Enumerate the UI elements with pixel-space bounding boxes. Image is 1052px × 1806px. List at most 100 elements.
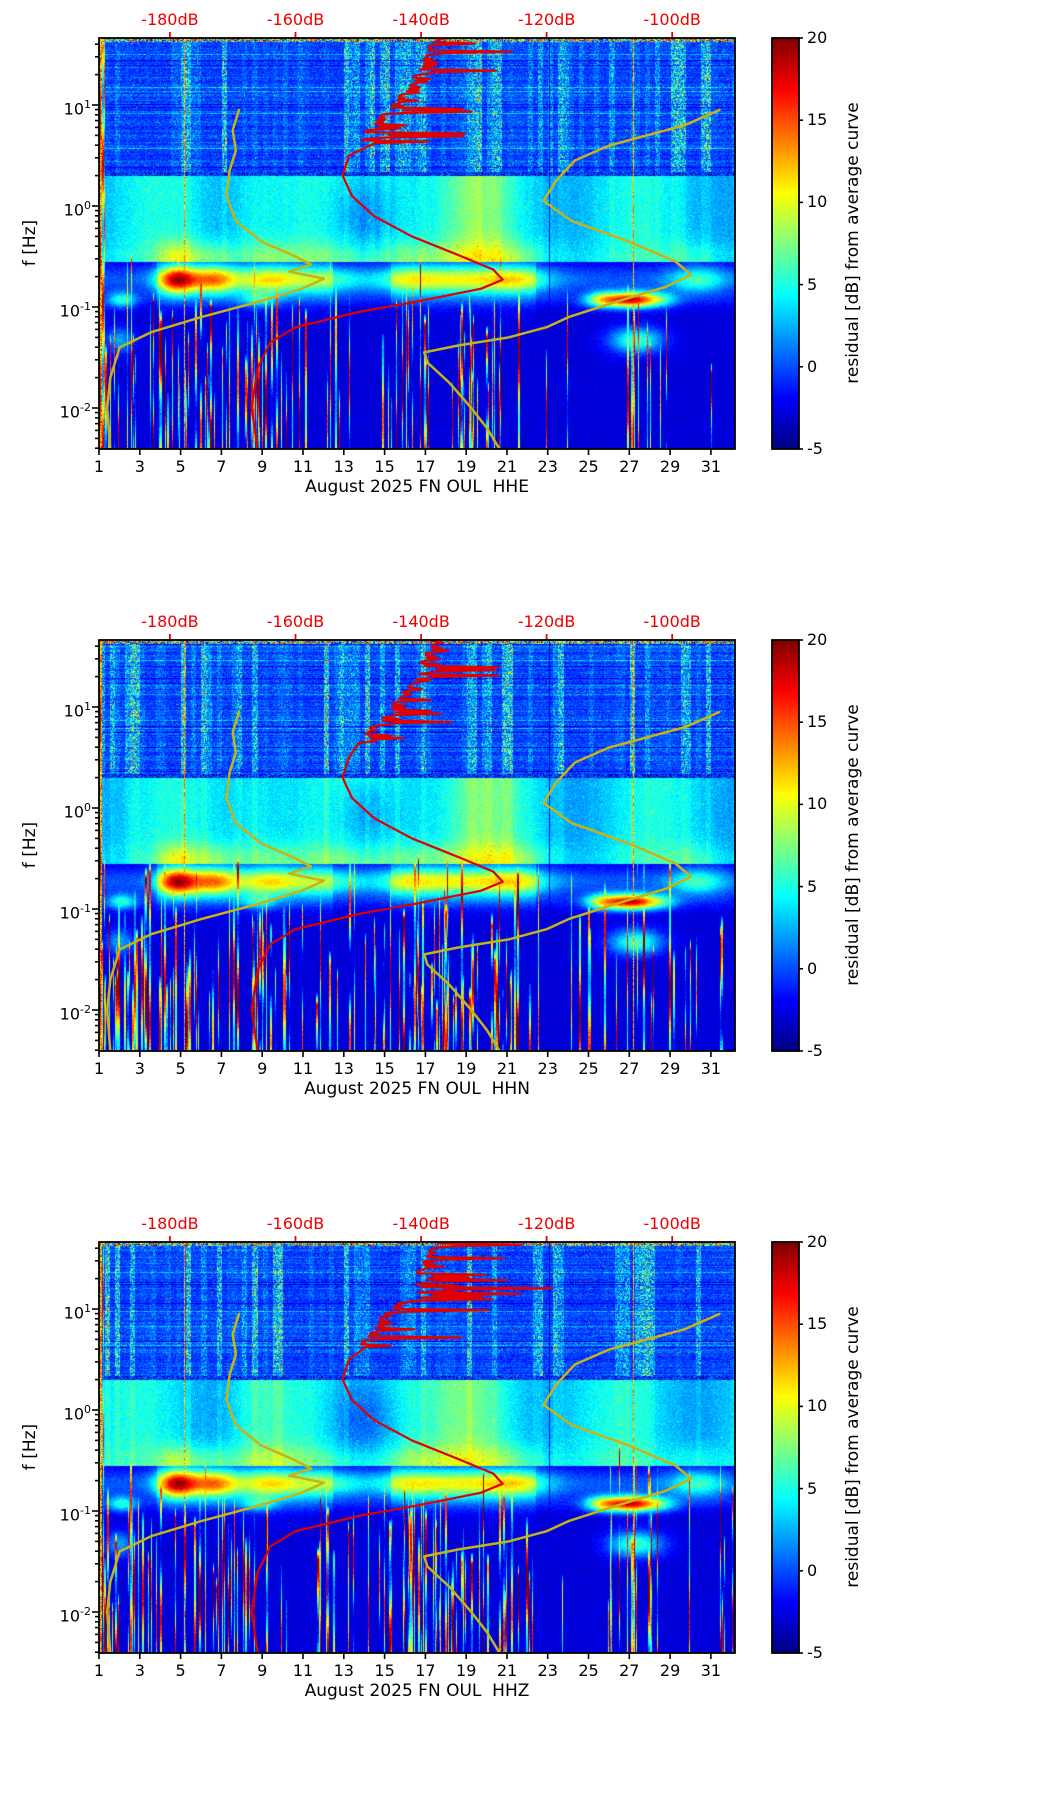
x-axis-title: August 2025 FN OUL HHN <box>304 1079 530 1099</box>
y-tick-exponent: 0 <box>84 199 91 212</box>
x-tick-label: 19 <box>456 1059 477 1078</box>
y-tick-label: 100 <box>63 801 91 822</box>
x-tick-label: 3 <box>134 1059 145 1078</box>
x-tick-label: 9 <box>257 1661 268 1680</box>
y-tick-exponent: 1 <box>84 98 91 111</box>
x-tick-label: 9 <box>257 457 268 476</box>
x-tick-label: 3 <box>134 1661 145 1680</box>
top-axis-db-tick-label: -140dB <box>392 612 450 631</box>
x-tick-label: 7 <box>216 457 227 476</box>
spectrogram-canvas <box>99 1242 735 1653</box>
colorbar-tick-label: -5 <box>807 1643 823 1662</box>
y-tick-exponent: -1 <box>80 1504 91 1517</box>
colorbar-gradient <box>772 38 799 449</box>
y-tick-exponent: -1 <box>80 902 91 915</box>
top-axis-db-tick-label: -160dB <box>266 10 325 29</box>
top-axis-db-tick-label: -180dB <box>141 10 199 29</box>
x-tick-label: 11 <box>292 457 314 476</box>
x-tick-label: 23 <box>537 1059 558 1078</box>
y-axis-label: f [Hz] <box>20 219 40 267</box>
x-tick-label: 15 <box>374 1661 395 1680</box>
x-tick-label: 11 <box>292 1059 314 1078</box>
top-axis-db-tick-label: -120dB <box>517 1214 576 1233</box>
x-tick-label: 31 <box>700 1059 722 1078</box>
x-tick-label: 23 <box>537 457 558 476</box>
colorbar-tick-label: 20 <box>807 630 828 649</box>
y-tick-exponent: 1 <box>84 700 91 713</box>
colorbar-gradient <box>772 1242 799 1653</box>
x-tick-label: 31 <box>700 457 722 476</box>
colorbar-tick-label: 10 <box>807 192 828 212</box>
top-axis-db-tick-label: -140dB <box>392 1214 450 1233</box>
colorbar-tick-label: 0 <box>807 958 818 978</box>
colorbar-tick-label: 15 <box>807 712 828 732</box>
x-tick-label: 27 <box>619 1059 640 1078</box>
colorbar-gradient <box>772 640 799 1051</box>
x-tick-label: 19 <box>456 457 477 476</box>
x-tick-label: 15 <box>374 457 395 476</box>
x-tick-label: 5 <box>175 1059 186 1078</box>
y-tick-label: 10-2 <box>59 401 91 422</box>
x-tick-label: 3 <box>134 457 145 476</box>
colorbar-label: residual [dB] from average curve <box>843 704 863 986</box>
x-tick-label: 1 <box>93 1661 105 1680</box>
spectrogram-canvas <box>99 640 735 1051</box>
top-axis-db-tick-label: -140dB <box>392 10 450 29</box>
y-tick-exponent: -2 <box>80 1605 91 1618</box>
y-tick-label: 100 <box>63 1403 91 1424</box>
y-tick-label: 10-1 <box>59 300 91 321</box>
x-tick-label: 17 <box>415 457 436 476</box>
x-tick-label: 21 <box>496 1059 518 1078</box>
x-axis-title: August 2025 FN OUL HHE <box>305 477 529 497</box>
x-tick-label: 15 <box>374 1059 395 1078</box>
y-axis-label: f [Hz] <box>20 1423 40 1471</box>
x-tick-label: 11 <box>292 1661 314 1680</box>
x-tick-label: 1 <box>93 1059 105 1078</box>
y-tick-label: 10-1 <box>59 902 91 923</box>
x-tick-label: 31 <box>700 1661 722 1680</box>
top-axis-db-tick-label: -180dB <box>141 1214 199 1233</box>
x-tick-label: 13 <box>333 1059 354 1078</box>
y-tick-label: 101 <box>63 700 91 721</box>
colorbar-tick-label: -5 <box>807 439 823 458</box>
colorbar-tick-label: 15 <box>807 1314 828 1334</box>
x-tick-label: 1 <box>93 457 105 476</box>
x-tick-label: 17 <box>415 1059 436 1078</box>
x-tick-label: 25 <box>578 1059 599 1078</box>
x-tick-label: 7 <box>216 1059 227 1078</box>
x-tick-label: 9 <box>257 1059 268 1078</box>
colorbar-label: residual [dB] from average curve <box>843 1306 863 1588</box>
y-tick-exponent: -1 <box>80 300 91 313</box>
y-tick-label: 10-2 <box>59 1605 91 1626</box>
colorbar-tick-label: 5 <box>807 274 818 294</box>
colorbar-tick-label: -5 <box>807 1041 823 1060</box>
x-tick-label: 19 <box>456 1661 477 1680</box>
y-axis-label: f [Hz] <box>20 821 40 869</box>
y-tick-exponent: 0 <box>84 801 91 814</box>
x-tick-label: 29 <box>659 1059 681 1078</box>
top-axis-db-tick-label: -180dB <box>141 612 199 631</box>
top-axis-db-tick-label: -100dB <box>643 612 701 631</box>
spectrogram-panel-hhn: -180dB -160dB -140dB -120dB -100dB 101 100 10-1… <box>0 602 1052 1204</box>
y-tick-label: 101 <box>63 98 91 119</box>
spectrogram-panel-hhz: -180dB -160dB -140dB -120dB -100dB 101 100 10-1… <box>0 1204 1052 1806</box>
y-tick-exponent: -2 <box>80 401 91 414</box>
y-tick-exponent: 1 <box>84 1302 91 1315</box>
x-tick-label: 17 <box>415 1661 436 1680</box>
x-tick-label: 25 <box>578 1661 599 1680</box>
top-axis-db-tick-label: -100dB <box>643 10 701 29</box>
x-tick-label: 23 <box>537 1661 558 1680</box>
y-tick-label: 10-1 <box>59 1504 91 1525</box>
x-axis-title: August 2025 FN OUL HHZ <box>304 1681 530 1701</box>
top-axis-db-tick-label: -120dB <box>517 612 576 631</box>
top-axis-db-tick-label: -120dB <box>517 10 576 29</box>
colorbar-tick-label: 20 <box>807 28 828 47</box>
colorbar-tick-label: 5 <box>807 1478 818 1498</box>
y-tick-exponent: -2 <box>80 1003 91 1016</box>
x-tick-label: 5 <box>175 1661 186 1680</box>
x-tick-label: 25 <box>578 457 599 476</box>
colorbar-tick-label: 20 <box>807 1232 828 1251</box>
x-tick-label: 5 <box>175 457 186 476</box>
colorbar-tick-label: 10 <box>807 1396 828 1416</box>
